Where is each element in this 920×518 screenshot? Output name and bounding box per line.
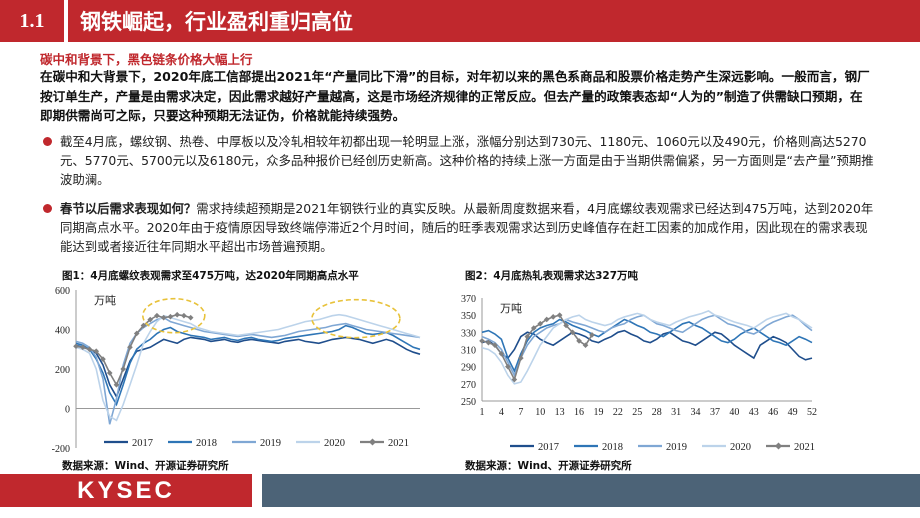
series-marker-2021 [589,332,595,338]
figure-1-title: 图1：4月底螺纹表观需求至475万吨，达2020年同期高点水平 [62,270,359,282]
series-marker-2021 [113,381,120,388]
series-marker-2021 [550,314,557,320]
bullet-1: 截至4月底，螺纹钢、热卷、中厚板以及冷轧相较年初都出现一轮明显上涨，涨幅分别达到… [40,132,875,189]
subheading: 碳中和背景下，黑色链条价格大幅上行 [40,52,253,67]
y-tick-label: 250 [461,397,476,408]
unit-label: 万吨 [500,302,522,315]
series-line-2017 [75,336,421,399]
x-tick-label: 25 [632,407,642,418]
y-tick-label: -200 [52,444,70,454]
x-tick-label: 19 [593,407,603,418]
legend-label-2020: 2020 [730,442,751,453]
x-tick-label: 49 [788,407,798,418]
y-tick-label: 370 [461,294,476,305]
legend-label-2021: 2021 [388,438,409,449]
legend-label-2017: 2017 [538,442,559,453]
y-tick-label: 290 [461,363,476,374]
x-tick-label: 46 [768,407,778,418]
bullet-dot-icon [43,204,52,213]
bullet-1-text: 截至4月底，螺纹钢、热卷、中厚板以及冷轧相较年初都出现一轮明显上涨，涨幅分别达到… [60,134,874,187]
legend-label-2018: 2018 [196,438,217,449]
legend-label-2019: 2019 [260,438,281,449]
series-marker-2021 [582,342,589,349]
legend-label-2021: 2021 [794,442,815,453]
series-line-2018 [75,324,421,407]
y-tick-label: 270 [461,380,476,391]
x-tick-label: 22 [613,407,623,418]
y-tick-label: 200 [55,365,70,376]
x-tick-label: 52 [807,407,817,418]
legend-label-2018: 2018 [602,442,623,453]
highlight-ellipse-2020 [311,298,401,339]
x-tick-label: 13 [555,407,565,418]
highlight-ellipse-2021 [142,297,206,334]
x-tick-label: 37 [710,407,720,418]
series-line-2017 [481,329,813,361]
x-tick-label: 43 [749,407,759,418]
legend-label-2020: 2020 [324,438,345,449]
x-tick-label: 31 [671,407,681,418]
header-bar: 1.1 钢铁崛起，行业盈利重归高位 [0,0,920,42]
bullet-2-lead: 春节以后需求表现如何？ [60,201,197,216]
bullet-2-text: 需求持续超预期是2021年钢铁行业的真实反映。从最新周度数据来看，4月底螺纹表观… [60,201,874,254]
figure-2-source: 数据来源：Wind、开源证券研究所 [465,460,632,472]
chart-1: -200020040060014710131619222528313437404… [52,286,421,454]
y-tick-label: 600 [55,286,70,297]
series-marker-2021 [530,325,537,331]
section-number: 1.1 [0,0,64,42]
x-tick-label: 16 [574,407,584,418]
chart-2: 250 270 290 310 330 350 370 1 4 7 10 13 16 19 22 25 28 31… [461,294,817,453]
series-marker-2021 [120,366,127,372]
bullet-2: 春节以后需求表现如何？需求持续超预期是2021年钢铁行业的真实反映。从最新周度数… [40,199,875,256]
x-tick-label: 4 [499,407,504,418]
y-tick-label: 350 [461,311,476,322]
unit-label: 万吨 [94,294,116,307]
y-tick-label: 0 [65,405,70,416]
x-tick-label: 1 [480,407,485,418]
series-line-2020 [75,313,421,422]
kysec-logo: KYSEC [0,474,252,507]
x-tick-label: 40 [729,407,739,418]
series-marker-2021 [181,312,187,319]
legend-marker-2021 [368,438,377,446]
y-tick-label: 330 [461,328,476,339]
x-tick-label: 34 [691,407,701,418]
footer-bar [262,474,920,507]
series-line-2020 [481,310,813,385]
lead-paragraph: 在碳中和大背景下，2020年底工信部提出2021年“产量同比下滑”的目标，对年初… [40,69,870,123]
series-line-2019 [75,316,421,425]
figure-1-source: 数据来源：Wind、开源证券研究所 [62,460,229,472]
series-marker-2021 [106,370,113,376]
series-marker-2021 [174,311,181,318]
figure-2-title: 图2：4月底热轧表观需求达327万吨 [465,270,639,282]
series-marker-2021 [492,342,498,349]
bullet-dot-icon [43,137,52,146]
x-tick-label: 10 [535,407,545,418]
legend-marker-2021 [774,442,783,450]
series-line-2019 [481,314,813,378]
y-tick-label: 400 [55,326,70,337]
page-title: 钢铁崛起，行业盈利重归高位 [68,0,920,42]
x-tick-label: 28 [652,407,662,418]
y-tick-label: 310 [461,346,476,357]
legend-label-2019: 2019 [666,442,687,453]
series-line-2018 [481,318,813,373]
x-tick-label: 7 [518,407,523,418]
series-marker-2021 [187,314,194,321]
series-marker-2021 [537,320,544,327]
legend-label-2017: 2017 [132,438,153,449]
